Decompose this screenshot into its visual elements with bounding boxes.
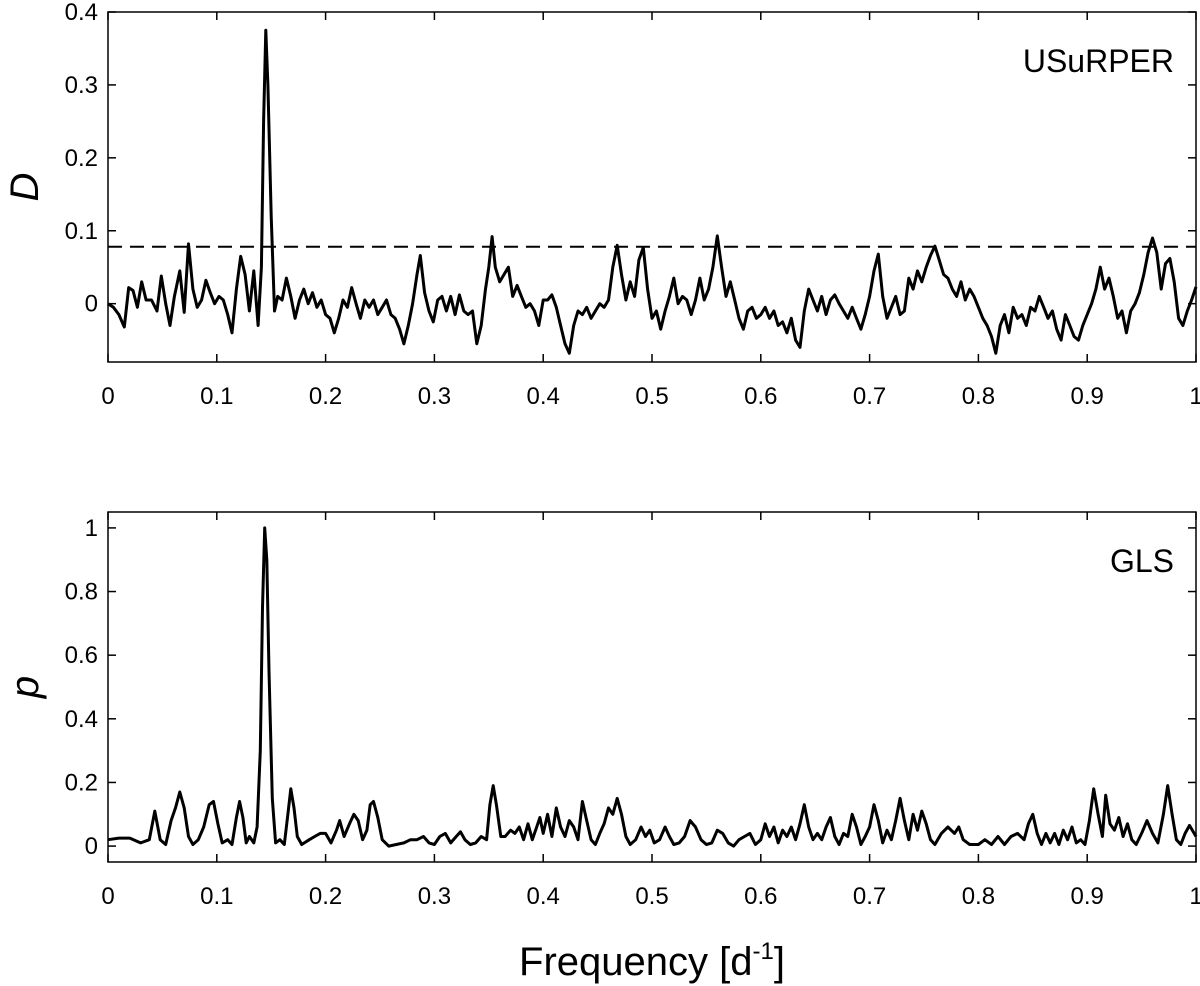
y-axis-label: p [3, 676, 47, 699]
y-tick-label: 0.3 [65, 72, 98, 99]
series-line [107, 28, 1198, 355]
y-tick-label: 0.8 [65, 579, 98, 606]
y-tick-label: 0.2 [65, 145, 98, 172]
y-tick-label: 0 [85, 833, 98, 860]
x-tick-label: 0.1 [200, 383, 233, 410]
panel-label: GLS [1110, 543, 1174, 579]
x-tick-label: 0.2 [309, 883, 342, 910]
x-tick-label: 0.6 [744, 383, 777, 410]
x-tick-label: 0.4 [527, 383, 560, 410]
y-tick-label: 0.6 [65, 642, 98, 669]
x-tick-label: 0.7 [853, 883, 886, 910]
x-tick-label: 0.8 [962, 383, 995, 410]
x-tick-label: 0.1 [200, 883, 233, 910]
x-tick-label: 0.5 [635, 883, 668, 910]
x-tick-label: 0.9 [1071, 383, 1104, 410]
x-tick-label: 0.6 [744, 883, 777, 910]
y-tick-label: 0 [85, 291, 98, 318]
usurper-panel: 0 0.1 0.2 0.3 0.4 0.5 0.6 0.7 0.8 0.9 1 0 0.1 0.2 0.3 0… [3, 0, 1200, 410]
x-tick-label: 1 [1189, 883, 1200, 910]
x-axis-label-text: Frequency [d [519, 940, 752, 984]
x-tick-label: 0 [101, 383, 114, 410]
x-tick-label: 0 [101, 883, 114, 910]
x-tick-label: 0.9 [1071, 883, 1104, 910]
plot-frame [107, 511, 1197, 863]
x-axis-label-exponent: -1 [753, 938, 774, 965]
y-tick-label: 0.4 [65, 706, 98, 733]
series-line [107, 526, 1198, 848]
y-tick-label: 0.1 [65, 218, 98, 245]
y-tick-label: 0.2 [65, 769, 98, 796]
x-tick-label: 1 [1189, 383, 1200, 410]
x-axis-label-bracket: ] [774, 940, 785, 984]
y-axis-label: D [3, 173, 47, 202]
axis-ticks: 0 0.1 0.2 0.3 0.4 0.5 0.6 0.7 0.8 0.9 1 0 0.1 0.2 0.3 0… [65, 0, 1200, 410]
axis-ticks: 0 0.1 0.2 0.3 0.4 0.5 0.6 0.7 0.8 0.9 1 0 0.2 0.4 0.6 0… [65, 512, 1200, 910]
x-axis-label: Frequency [d-1] [519, 938, 785, 984]
x-tick-label: 0.3 [418, 383, 451, 410]
x-tick-label: 0.7 [853, 383, 886, 410]
x-tick-label: 0.4 [527, 883, 560, 910]
x-tick-label: 0.5 [635, 383, 668, 410]
x-tick-label: 0.8 [962, 883, 995, 910]
y-tick-label: 1 [85, 515, 98, 542]
x-tick-label: 0.2 [309, 383, 342, 410]
y-tick-label: 0.4 [65, 0, 98, 26]
x-tick-label: 0.3 [418, 883, 451, 910]
gls-panel: 0 0.1 0.2 0.3 0.4 0.5 0.6 0.7 0.8 0.9 1 0 0.2 0.4 0.6 0… [3, 511, 1200, 910]
panel-label: USuRPER [1023, 43, 1174, 79]
